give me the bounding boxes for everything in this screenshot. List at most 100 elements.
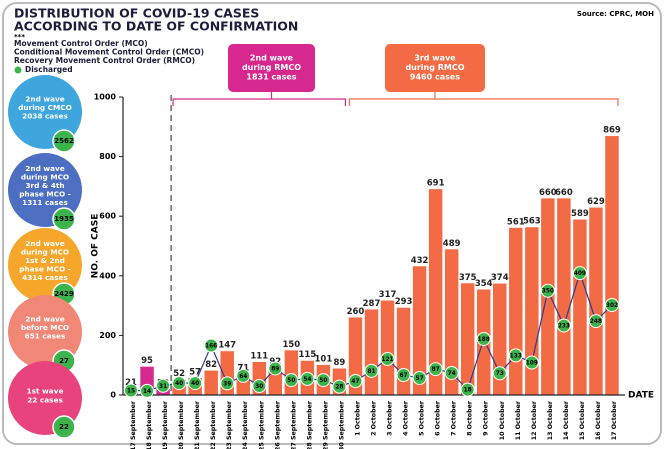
bar-value-label: 374: [491, 273, 509, 283]
bar-value-label: 489: [443, 239, 461, 249]
bracket: [172, 92, 347, 106]
wave-label: during MCO: [21, 172, 69, 181]
discharged-label: 50: [287, 378, 295, 384]
wave-label: 1311 cases: [22, 198, 68, 207]
discharged-marker: [476, 331, 491, 346]
bar-value-label: 629: [587, 197, 605, 207]
legend-item: Discharged: [25, 65, 73, 74]
x-tick-label: 11 October: [515, 400, 522, 440]
discharged-marker: [524, 355, 539, 370]
x-tick-label: 13 October: [547, 400, 554, 440]
wave-label: during CMCO: [18, 103, 72, 112]
annotation-text: 1831 cases: [246, 73, 296, 82]
bracket: [348, 92, 619, 106]
annotation-text: 2nd wave: [250, 54, 294, 63]
x-tick-label: 16 October: [595, 400, 602, 440]
discharged-label: 81: [367, 369, 375, 375]
bar: [428, 189, 443, 395]
discharged-label: 248: [590, 319, 602, 325]
discharged-label: 409: [574, 271, 586, 277]
discharged-label: 133: [510, 353, 522, 359]
bar: [557, 198, 571, 395]
wave-label: phase MCO -: [19, 265, 71, 274]
bar-value-label: 150: [282, 340, 300, 350]
discharged-marker: [172, 376, 187, 391]
legend-item: Movement Control Order (MCO): [14, 39, 148, 48]
marker: ***: [14, 33, 25, 41]
bar-value-label: 432: [411, 256, 429, 266]
x-tick-label: 20 September: [178, 400, 185, 449]
bar: [204, 370, 218, 395]
discharged-label: 121: [381, 357, 393, 363]
discharged-label: 74: [448, 371, 456, 377]
bar-value-label: 660: [555, 188, 573, 198]
x-tick-label: 14 October: [563, 400, 570, 440]
discharged-marker: [588, 314, 603, 329]
x-tick-label: 26 September: [274, 400, 281, 449]
discharged-label: 233: [558, 324, 570, 330]
wave-label: during MCO: [21, 247, 69, 256]
discharged-marker: [204, 338, 219, 353]
x-tick-label: 19 September: [162, 400, 169, 449]
wave-label: 651 cases: [25, 332, 66, 341]
y-tick-label: 800: [99, 152, 116, 161]
bar-value-label: 82: [205, 360, 217, 370]
discharged-marker: [492, 366, 507, 381]
bar-value-label: 71: [237, 363, 249, 373]
bar: [412, 266, 427, 395]
discharged-marker: [444, 365, 459, 380]
y-axis-label: NO. OF CASE: [91, 214, 101, 279]
bar-value-label: 561: [507, 217, 525, 227]
discharged-count: 2429: [54, 290, 74, 298]
discharged-label: 89: [271, 366, 279, 372]
bar-value-label: 21: [125, 378, 137, 388]
wave-label: 3rd & 4th: [25, 181, 64, 190]
discharged-marker: [220, 376, 235, 391]
x-tick-label: 8 October: [467, 400, 474, 436]
discharged-label: 30: [255, 384, 263, 390]
bar: [525, 227, 539, 395]
x-tick-label: 28 September: [306, 400, 313, 449]
y-tick-label: 1000: [94, 93, 117, 102]
wave-label: 2nd wave: [25, 94, 64, 103]
discharged-marker: [396, 368, 411, 383]
bar-value-label: 589: [571, 209, 589, 219]
bar-value-label: 293: [395, 297, 413, 307]
discharged-label: 31: [159, 384, 167, 390]
discharged-marker: [252, 379, 267, 394]
bar-value-label: 147: [218, 341, 236, 351]
discharged-marker: [236, 368, 251, 383]
bar-value-label: 95: [141, 356, 153, 366]
discharged-marker: [556, 318, 571, 333]
x-tick-label: 4 October: [403, 400, 410, 436]
discharged-label: 54: [303, 377, 311, 383]
bar-value-label: 101: [315, 354, 333, 364]
discharged-marker: [460, 382, 475, 397]
bar-value-label: 869: [603, 126, 621, 136]
bar: [573, 219, 587, 395]
bar: [444, 249, 459, 395]
discharged-label: 166: [205, 344, 217, 350]
x-tick-label: 6 October: [435, 400, 442, 436]
wave-label: phase MCO -: [19, 190, 71, 199]
wave-label: 22 cases: [27, 395, 63, 404]
discharged-marker: [540, 283, 555, 298]
discharged-marker: [284, 373, 299, 388]
x-tick-label: 12 October: [531, 400, 538, 440]
annotation-text: 3rd wave: [414, 54, 456, 63]
wave-label: 2nd wave: [25, 239, 64, 248]
wave-label: 1st wave: [27, 387, 64, 396]
legend-item: Conditional Movement Control Order (CMCO…: [14, 48, 204, 57]
bar-value-label: 563: [523, 217, 541, 227]
x-tick-label: 2 October: [371, 400, 378, 436]
bar: [460, 283, 475, 395]
discharged-label: 302: [606, 303, 618, 309]
x-tick-label: 29 September: [322, 400, 329, 449]
legend-item: Recovery Movement Control Order (RMCO): [14, 56, 195, 65]
discharged-label: 47: [351, 379, 359, 385]
x-tick-label: 10 October: [499, 400, 506, 440]
discharged-marker: [428, 362, 443, 377]
x-axis-label: DATE: [628, 391, 654, 401]
discharged-label: 188: [478, 337, 490, 343]
